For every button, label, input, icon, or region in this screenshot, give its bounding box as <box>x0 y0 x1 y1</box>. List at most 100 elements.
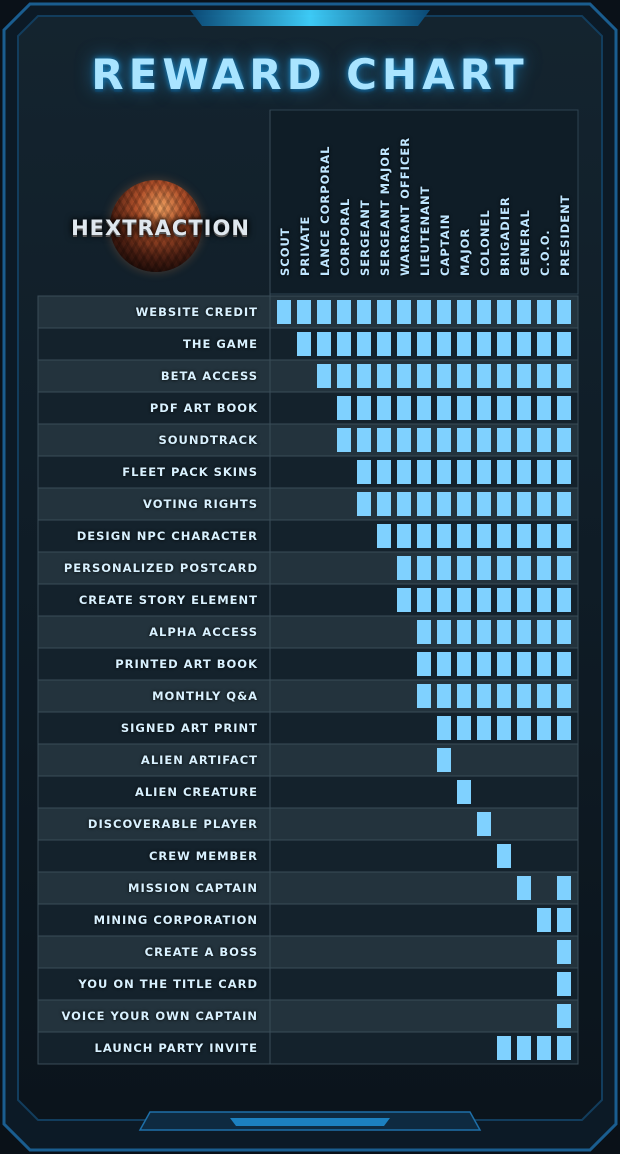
reward-cell <box>417 460 431 484</box>
reward-cell <box>477 396 491 420</box>
reward-cell <box>497 652 511 676</box>
reward-cell <box>497 492 511 516</box>
reward-cell <box>477 652 491 676</box>
row-label: PERSONALIZED POSTCARD <box>63 561 258 575</box>
reward-cell <box>397 460 411 484</box>
reward-cell <box>417 556 431 580</box>
row-label: DISCOVERABLE PLAYER <box>87 817 258 831</box>
rank-label: SERGEANT MAJOR <box>378 146 392 276</box>
row-label: FLEET PACK SKINS <box>122 465 258 479</box>
reward-cell <box>557 620 571 644</box>
reward-cell <box>397 556 411 580</box>
reward-cell <box>457 460 471 484</box>
rank-label: SERGEANT <box>358 199 372 276</box>
rank-label: BRIGADIER <box>498 196 512 276</box>
reward-cell <box>497 524 511 548</box>
row-label: MONTHLY Q&A <box>152 689 258 703</box>
reward-cell <box>437 716 451 740</box>
rank-label: CORPORAL <box>338 197 352 276</box>
row-label: MISSION CAPTAIN <box>128 881 258 895</box>
reward-cell <box>517 556 531 580</box>
rank-label: C.O.O. <box>538 229 552 276</box>
reward-cell <box>517 684 531 708</box>
reward-cell <box>377 396 391 420</box>
reward-cell <box>317 332 331 356</box>
reward-cell <box>497 844 511 868</box>
rank-header: CAPTAIN <box>435 108 455 290</box>
reward-cell <box>537 428 551 452</box>
reward-cell <box>557 908 571 932</box>
reward-cell <box>417 428 431 452</box>
reward-cell <box>417 620 431 644</box>
reward-cell <box>477 556 491 580</box>
reward-cell <box>397 332 411 356</box>
logo: HEXTRACTION <box>58 178 263 278</box>
reward-cell <box>397 396 411 420</box>
reward-cell <box>397 492 411 516</box>
rank-header: PRIVATE <box>295 108 315 290</box>
reward-cell <box>277 300 291 324</box>
reward-cell <box>437 524 451 548</box>
row-label: CREATE A BOSS <box>144 945 258 959</box>
reward-cell <box>377 492 391 516</box>
rank-header: CORPORAL <box>335 108 355 290</box>
reward-cell <box>297 332 311 356</box>
reward-cell <box>557 364 571 388</box>
reward-cell <box>357 332 371 356</box>
reward-cell <box>437 428 451 452</box>
reward-cell <box>497 460 511 484</box>
row-label: ALIEN ARTIFACT <box>140 753 258 767</box>
row-label: CREATE STORY ELEMENT <box>78 593 258 607</box>
bottom-glow <box>230 1118 390 1126</box>
reward-cell <box>457 300 471 324</box>
rank-label: SCOUT <box>278 227 292 276</box>
reward-cell <box>437 364 451 388</box>
reward-cell <box>417 300 431 324</box>
row-label: SIGNED ART PRINT <box>120 721 258 735</box>
reward-cell <box>517 588 531 612</box>
reward-cell <box>497 588 511 612</box>
rank-label: MAJOR <box>458 227 472 276</box>
reward-cell <box>517 396 531 420</box>
row-label: LAUNCH PARTY INVITE <box>94 1041 258 1055</box>
rank-header: SERGEANT MAJOR <box>375 108 395 290</box>
reward-cell <box>557 652 571 676</box>
reward-cell <box>297 300 311 324</box>
reward-cell <box>497 428 511 452</box>
reward-cell <box>517 332 531 356</box>
reward-cell <box>377 460 391 484</box>
reward-cell <box>517 716 531 740</box>
reward-cell <box>557 876 571 900</box>
row-label: THE GAME <box>183 337 258 351</box>
reward-cell <box>477 332 491 356</box>
rank-header: SCOUT <box>275 108 295 290</box>
reward-cell <box>557 300 571 324</box>
reward-cell <box>397 428 411 452</box>
row-label: MINING CORPORATION <box>93 913 258 927</box>
reward-cell <box>517 460 531 484</box>
rank-header: C.O.O. <box>535 108 555 290</box>
reward-cell <box>537 620 551 644</box>
reward-cell <box>557 396 571 420</box>
reward-cell <box>537 364 551 388</box>
reward-cell <box>377 428 391 452</box>
reward-cell <box>537 332 551 356</box>
row-label: PDF ART BOOK <box>149 401 258 415</box>
rank-label: GENERAL <box>518 209 532 276</box>
reward-cell <box>357 428 371 452</box>
reward-cell <box>417 332 431 356</box>
reward-cell <box>537 396 551 420</box>
reward-cell <box>437 620 451 644</box>
reward-cell <box>457 332 471 356</box>
reward-cell <box>537 716 551 740</box>
reward-cell <box>557 524 571 548</box>
rank-header: LANCE CORPORAL <box>315 108 335 290</box>
grid-layer <box>37 110 579 1065</box>
table-row <box>37 903 579 937</box>
reward-cell <box>517 524 531 548</box>
reward-cell <box>557 556 571 580</box>
rank-header: BRIGADIER <box>495 108 515 290</box>
reward-cell <box>377 364 391 388</box>
reward-cell <box>477 364 491 388</box>
reward-cell <box>457 492 471 516</box>
